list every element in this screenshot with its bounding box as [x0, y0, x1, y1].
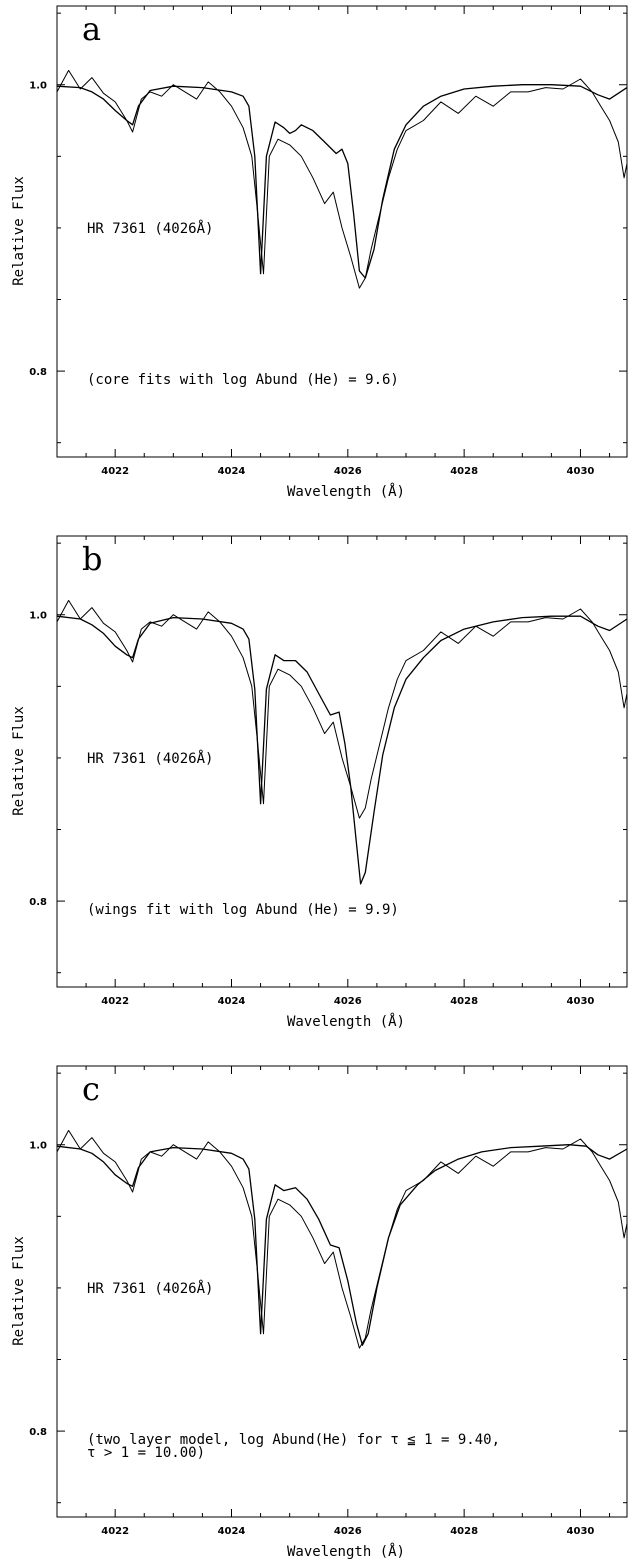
- ticks-layer: 4022 4024 4026 4028 4030 1.0 0.8: [29, 536, 627, 1007]
- x-tick-label: 4030: [567, 996, 595, 1007]
- y-axis-title: Relative Flux: [11, 706, 27, 816]
- y-tick-label: 1.0: [29, 81, 47, 92]
- plot-frame: [56, 5, 628, 458]
- star-label: HR 7361 (4026Å): [87, 1280, 213, 1297]
- x-tick-label: 4026: [334, 466, 362, 477]
- x-tick-label: 4026: [334, 996, 362, 1007]
- annotation-line-1: (wings fit with log Abund (He) = 9.9): [87, 902, 399, 918]
- panel-a: a HR 7361 (4026Å) (core fits with log Ab…: [11, 5, 628, 500]
- x-tick-label: 4028: [450, 466, 478, 477]
- x-tick-label: 4024: [218, 466, 246, 477]
- y-tick-label: 1.0: [29, 611, 47, 622]
- star-label: HR 7361 (4026Å): [87, 220, 213, 237]
- model-spectrum-line: [56, 1144, 628, 1346]
- x-tick-label: 4030: [567, 466, 595, 477]
- model-spectrum-line: [56, 84, 628, 279]
- x-tick-label: 4030: [567, 1526, 595, 1537]
- y-tick-label: 0.8: [29, 897, 47, 908]
- panel-c: c HR 7361 (4026Å) (two layer model, log …: [11, 1065, 628, 1560]
- plot-frame: [56, 1065, 628, 1518]
- observed-spectrum-line: [56, 1129, 628, 1349]
- x-tick-label: 4022: [101, 466, 129, 477]
- plot-frame: [56, 535, 628, 988]
- star-label: HR 7361 (4026Å): [87, 750, 213, 767]
- x-axis-title: Wavelength (Å): [287, 483, 405, 500]
- y-tick-label: 1.0: [29, 1141, 47, 1152]
- y-axis-title: Relative Flux: [11, 1236, 27, 1346]
- observed-spectrum-line: [56, 599, 628, 819]
- x-tick-label: 4022: [101, 1526, 129, 1537]
- x-axis-title: Wavelength (Å): [287, 1543, 405, 1560]
- x-tick-label: 4026: [334, 1526, 362, 1537]
- y-axis-title: Relative Flux: [11, 176, 27, 286]
- ticks-layer: 4022 4024 4026 4028 4030 1.0 0.8: [29, 1066, 627, 1537]
- panel-letter: a: [82, 10, 101, 48]
- x-axis-title: Wavelength (Å): [287, 1013, 405, 1030]
- x-tick-label: 4022: [101, 996, 129, 1007]
- panel-letter: b: [82, 540, 102, 578]
- x-tick-label: 4028: [450, 996, 478, 1007]
- ticks-layer: 4022 4024 4026 4028 4030 1.0 0.8: [29, 6, 627, 477]
- annotation-line-1: (two layer model, log Abund(He) for τ ≦ …: [87, 1432, 500, 1448]
- series-layer: [56, 599, 628, 885]
- annotation-line-2: τ > 1 = 10.00): [87, 1445, 205, 1461]
- x-tick-label: 4024: [218, 996, 246, 1007]
- panel-b: b HR 7361 (4026Å) (wings fit with log Ab…: [11, 535, 628, 1030]
- model-spectrum-line: [56, 615, 628, 885]
- panel-letter: c: [82, 1070, 100, 1108]
- series-layer: [56, 1129, 628, 1349]
- y-tick-label: 0.8: [29, 367, 47, 378]
- x-tick-label: 4028: [450, 1526, 478, 1537]
- annotation-line-1: (core fits with log Abund (He) = 9.6): [87, 372, 399, 388]
- y-tick-label: 0.8: [29, 1427, 47, 1438]
- series-layer: [56, 69, 628, 289]
- x-tick-label: 4024: [218, 1526, 246, 1537]
